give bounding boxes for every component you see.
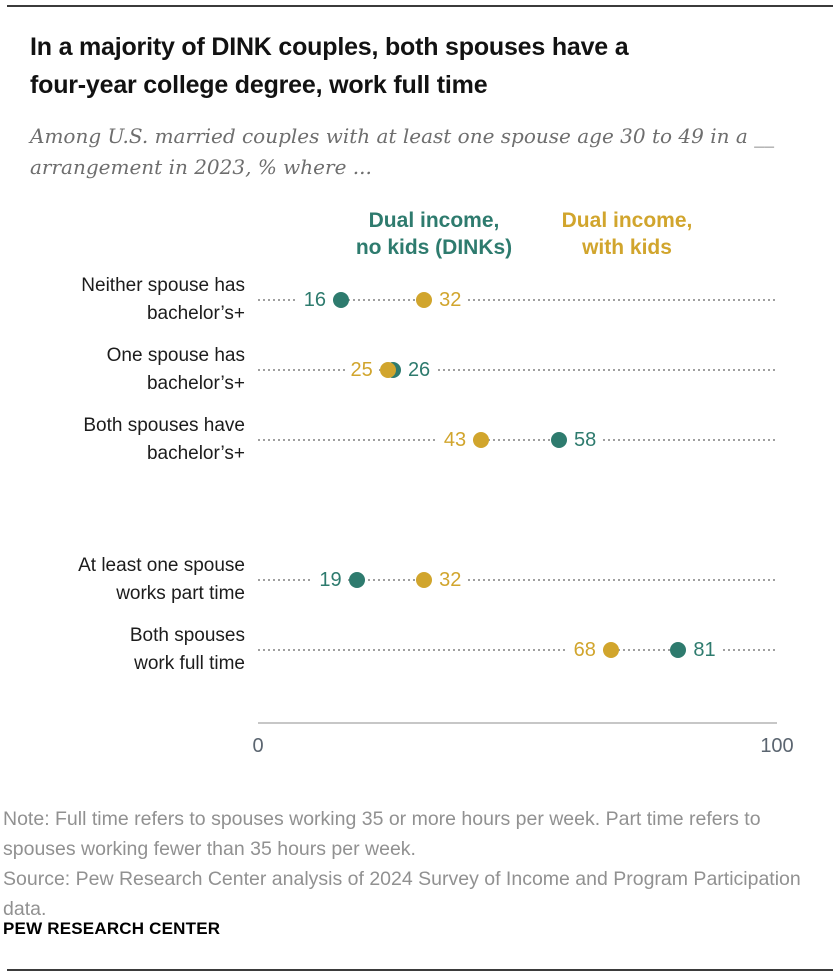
value-label-with_kids: 25 xyxy=(344,357,379,383)
x-axis-tick-max: 100 xyxy=(760,735,794,757)
data-point-with_kids xyxy=(473,432,490,448)
note-line-2: spouses working fewer than 35 hours per … xyxy=(3,838,416,860)
category-label: At least one spouse works part time xyxy=(5,552,245,608)
value-label-dinks: 58 xyxy=(568,427,603,453)
category-label: One spouse has bachelor’s+ xyxy=(5,342,245,398)
category-label-line: At least one spouse xyxy=(78,555,245,576)
leader-dotted-line xyxy=(258,649,777,651)
category-label-line: Neither spouse has xyxy=(81,275,245,296)
value-label-with_kids: 68 xyxy=(567,637,602,663)
subtitle-line-1: Among U.S. married couples with at least… xyxy=(30,124,775,148)
legend-with-kids: Dual income, with kids xyxy=(527,207,727,261)
legend-with-kids-line-2: with kids xyxy=(582,236,672,259)
data-point-with_kids xyxy=(416,292,433,308)
source-line-1: Source: Pew Research Center analysis of … xyxy=(3,868,801,890)
category-label-line: Both spouses xyxy=(129,625,245,646)
top-rule xyxy=(7,5,833,7)
category-label-line: bachelor’s+ xyxy=(146,443,245,464)
data-point-dinks xyxy=(333,292,350,308)
category-label-line: Both spouses have xyxy=(83,415,245,436)
x-axis-line xyxy=(258,722,777,724)
leader-dotted-line xyxy=(258,299,777,301)
subtitle-line-2: arrangement in 2023, % where ... xyxy=(30,155,372,179)
data-point-with_kids xyxy=(602,642,619,658)
brand-footer: PEW RESEARCH CENTER xyxy=(3,919,221,938)
value-label-dinks: 26 xyxy=(401,357,437,383)
category-label: Both spouses work full time xyxy=(5,622,245,678)
leader-dotted-line xyxy=(258,439,777,441)
data-point-with_kids xyxy=(379,362,396,378)
data-point-dinks xyxy=(551,432,568,448)
value-label-dinks: 81 xyxy=(687,637,722,663)
legend-dinks-line-1: Dual income, xyxy=(368,209,500,232)
value-label-with_kids: 32 xyxy=(433,287,468,313)
title-line-2: four-year college degree, work full time xyxy=(30,71,488,99)
chart-subtitle: Among U.S. married couples with at least… xyxy=(30,121,774,183)
data-point-dinks xyxy=(670,642,687,658)
note-source-text: Note: Full time refers to spouses workin… xyxy=(3,804,801,924)
category-label-line: One spouse has xyxy=(106,345,245,366)
category-label-line: works part time xyxy=(116,583,245,604)
leader-dotted-line xyxy=(258,369,777,371)
value-label-dinks: 16 xyxy=(297,287,333,313)
title-line-1: In a majority of DINK couples, both spou… xyxy=(30,33,629,61)
category-label-line: bachelor’s+ xyxy=(146,303,245,324)
value-label-dinks: 19 xyxy=(313,567,348,593)
source-line-2: data. xyxy=(3,898,47,920)
value-label-with_kids: 43 xyxy=(437,427,473,453)
data-point-with_kids xyxy=(416,572,433,588)
legend-dinks-line-2: no kids (DINKs) xyxy=(355,236,513,259)
data-point-dinks xyxy=(348,572,365,588)
leader-dotted-line xyxy=(258,579,777,581)
category-label-line: bachelor’s+ xyxy=(146,373,245,394)
category-label-line: work full time xyxy=(134,653,245,674)
category-label: Both spouses have bachelor’s+ xyxy=(5,412,245,468)
bottom-rule xyxy=(7,969,833,971)
value-label-with_kids: 32 xyxy=(433,567,468,593)
note-line-1: Note: Full time refers to spouses workin… xyxy=(3,808,761,830)
x-axis-tick-min: 0 xyxy=(252,735,264,757)
legend-with-kids-line-1: Dual income, xyxy=(561,209,693,232)
category-label: Neither spouse has bachelor’s+ xyxy=(5,272,245,328)
legend-dinks: Dual income, no kids (DINKs) xyxy=(334,207,534,261)
page-title: In a majority of DINK couples, both spou… xyxy=(30,28,629,104)
